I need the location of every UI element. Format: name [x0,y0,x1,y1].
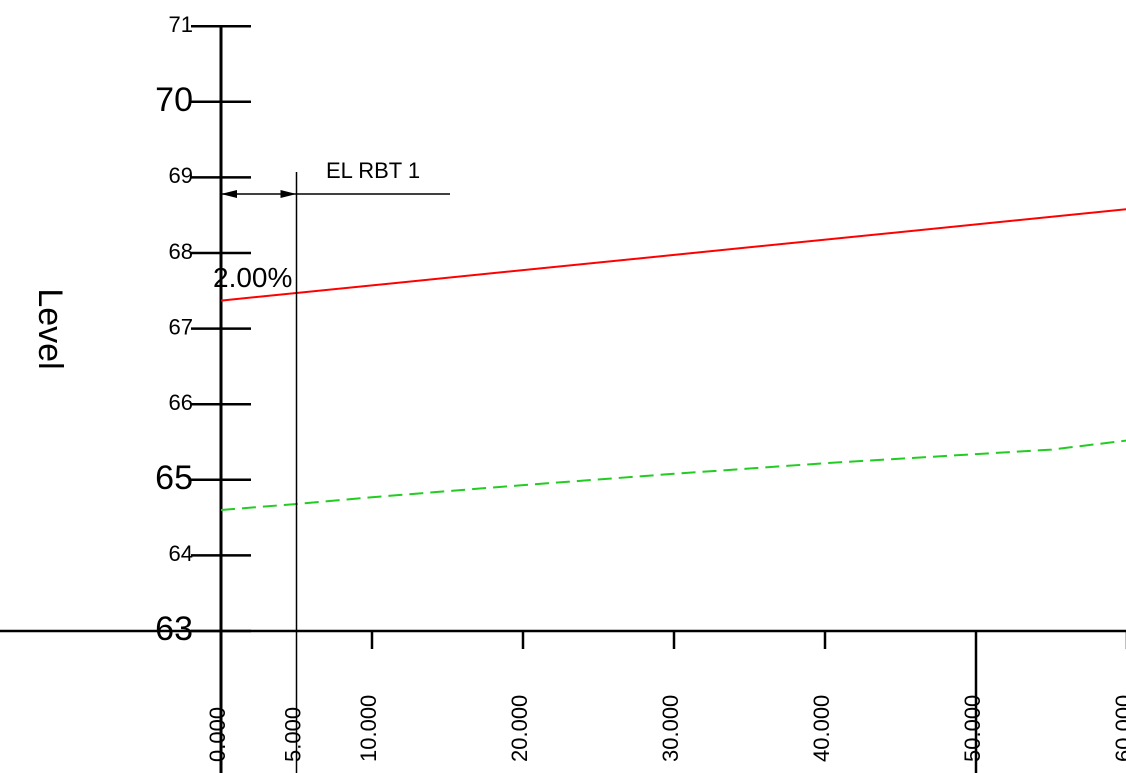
x-tick-label: 5.000 [280,707,305,762]
y-tick-label: 68 [169,239,193,264]
annotations: EL RBT 1 2.00% [213,158,450,773]
dimension-arrow-left [221,190,237,198]
y-axis-label: Level [31,288,69,369]
x-tick-label: 20.000 [507,695,532,762]
section-label: EL RBT 1 [326,158,420,183]
x-axis-ticks: 0.000 5.000 10.000 20.000 30.000 40.000 50.000… [205,631,1126,773]
grade-label: 2.00% [213,262,292,293]
y-tick-label: 63 [155,610,193,648]
dimension-arrow-right [280,190,297,198]
series-lines [220,208,1126,511]
y-axis-ticks: 63 64 65 66 67 68 69 70 71 [155,12,251,648]
y-tick-label: 66 [169,390,193,415]
x-tick-label: 40.000 [809,695,834,762]
x-tick-label: 10.000 [356,695,381,762]
y-tick-label: 71 [169,12,193,37]
y-tick-label: 69 [169,163,193,188]
series-line-2 [220,439,1126,511]
axes [0,26,1126,773]
x-tick-label: 60.000 [1111,695,1126,762]
y-tick-label: 65 [155,459,193,497]
x-tick-label: 0.000 [205,707,230,762]
x-tick-label: 30.000 [658,695,683,762]
y-tick-label: 64 [169,541,193,566]
series-line-1 [220,208,1126,302]
x-tick-label: 50.000 [960,695,985,762]
y-tick-label: 70 [155,81,193,119]
y-tick-label: 67 [169,314,193,339]
